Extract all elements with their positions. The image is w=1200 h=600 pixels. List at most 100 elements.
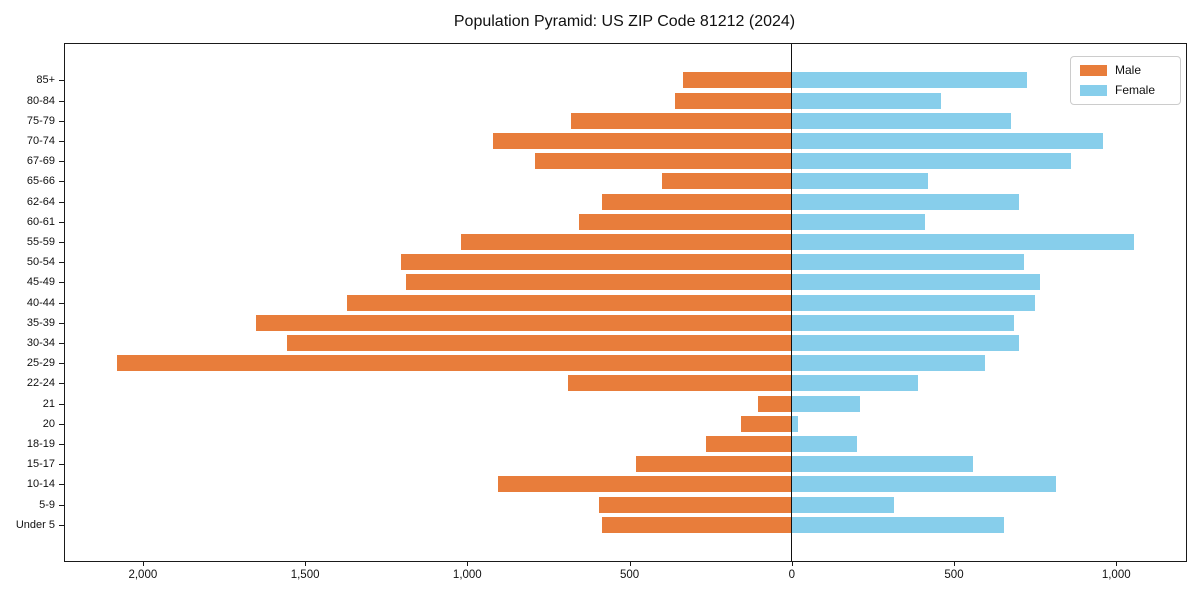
y-tick-label: 70-74 bbox=[26, 134, 55, 147]
male-bar-62-64 bbox=[601, 193, 792, 210]
female-bar-20 bbox=[791, 415, 799, 432]
female-bar-60-61 bbox=[791, 213, 925, 230]
y-tick-label: Under 5 bbox=[15, 518, 55, 531]
y-tick-label: 67-69 bbox=[26, 155, 55, 168]
male-bar-70-74 bbox=[493, 132, 792, 149]
male-bar-85+ bbox=[683, 72, 792, 89]
male-bar-55-59 bbox=[460, 233, 792, 250]
y-tick bbox=[59, 342, 64, 344]
x-tick-label: 1,000 bbox=[1101, 569, 1131, 581]
female-bar-22-24 bbox=[791, 375, 919, 392]
female-swatch-icon bbox=[1080, 85, 1107, 96]
y-tick-label: 45-49 bbox=[26, 276, 55, 289]
legend-label-female: Female bbox=[1115, 83, 1156, 97]
y-tick bbox=[59, 464, 64, 466]
female-bar-85+ bbox=[791, 72, 1027, 89]
male-bar-18-19 bbox=[705, 435, 792, 452]
x-tick-label: 1,000 bbox=[452, 569, 482, 581]
y-tick bbox=[59, 504, 64, 506]
male-bar-21 bbox=[757, 395, 792, 412]
legend-label-male: Male bbox=[1115, 63, 1142, 77]
y-tick bbox=[59, 484, 64, 486]
male-bar-60-61 bbox=[579, 213, 792, 230]
y-tick bbox=[59, 161, 64, 163]
y-tick bbox=[59, 383, 64, 385]
male-bar-67-69 bbox=[535, 153, 792, 170]
male-bar-25-29 bbox=[116, 355, 792, 372]
male-bar-5-9 bbox=[598, 496, 792, 513]
x-tick-label: 0 bbox=[788, 569, 795, 581]
female-bar-15-17 bbox=[791, 456, 974, 473]
x-tick bbox=[954, 561, 955, 566]
female-bar-65-66 bbox=[791, 173, 929, 190]
y-tick-label: 80-84 bbox=[26, 94, 55, 107]
y-tick bbox=[59, 201, 64, 203]
y-tick-label: 60-61 bbox=[26, 215, 55, 228]
y-tick-label: 18-19 bbox=[26, 437, 55, 450]
zero-axis-line bbox=[791, 44, 793, 561]
y-tick bbox=[59, 120, 64, 122]
female-bar-18-19 bbox=[791, 435, 857, 452]
y-tick bbox=[59, 423, 64, 425]
chart-title: Population Pyramid: US ZIP Code 81212 (2… bbox=[453, 13, 796, 30]
male-swatch-icon bbox=[1080, 65, 1107, 76]
y-tick bbox=[59, 181, 64, 183]
y-tick-label: 50-54 bbox=[26, 256, 55, 269]
y-tick-label: 5-9 bbox=[39, 498, 55, 511]
y-tick-label: 55-59 bbox=[26, 235, 55, 248]
x-tick bbox=[142, 561, 144, 566]
x-tick bbox=[1116, 561, 1118, 566]
female-bar-45-49 bbox=[791, 274, 1040, 291]
female-bar-30-34 bbox=[791, 334, 1019, 351]
female-bar-21 bbox=[791, 395, 860, 412]
female-bar-80-84 bbox=[791, 92, 942, 109]
y-tick bbox=[59, 80, 64, 82]
female-bar-62-64 bbox=[791, 193, 1019, 210]
y-tick-label: 15-17 bbox=[26, 458, 55, 471]
female-bar-55-59 bbox=[791, 233, 1135, 250]
x-tick bbox=[305, 561, 307, 566]
y-tick bbox=[59, 322, 64, 324]
male-bar-30-34 bbox=[287, 334, 792, 351]
x-tick-label: 2,000 bbox=[128, 569, 158, 581]
male-bar-20 bbox=[741, 415, 792, 432]
y-tick-label: 65-66 bbox=[26, 175, 55, 188]
plot-area: 85+ 80-84 75-79 70-74 67-69 65-66 62-64 60-61 55… bbox=[16, 43, 1187, 581]
male-bar-50-54 bbox=[400, 254, 792, 271]
y-tick bbox=[59, 262, 64, 264]
y-tick-label: 35-39 bbox=[26, 316, 55, 329]
y-tick-label: 85+ bbox=[36, 74, 55, 87]
x-tick-label: 500 bbox=[619, 569, 640, 581]
y-tick bbox=[59, 140, 64, 142]
x-tick-label: 1,500 bbox=[290, 569, 320, 581]
male-bar-22-24 bbox=[567, 375, 792, 392]
y-tick-label: 21 bbox=[42, 397, 55, 410]
female-bar-67-69 bbox=[791, 153, 1071, 170]
male-bar-80-84 bbox=[674, 92, 792, 109]
y-tick-label: 75-79 bbox=[26, 114, 55, 127]
y-tick bbox=[59, 100, 64, 102]
y-tick bbox=[59, 302, 64, 304]
legend: Male Female bbox=[1070, 56, 1181, 105]
y-tick-label: 22-24 bbox=[26, 377, 55, 390]
female-bar-10-14 bbox=[791, 476, 1057, 493]
y-tick bbox=[59, 282, 64, 284]
y-tick-label: 62-64 bbox=[26, 195, 55, 208]
male-bar-15-17 bbox=[636, 456, 792, 473]
y-tick-label: 10-14 bbox=[26, 478, 55, 491]
y-tick bbox=[59, 363, 64, 365]
y-tick bbox=[59, 524, 64, 526]
x-tick bbox=[629, 561, 631, 566]
female-bar-50-54 bbox=[791, 254, 1024, 271]
female-bar-75-79 bbox=[791, 112, 1011, 129]
legend-entry-male: Male bbox=[1080, 64, 1172, 77]
male-bar-65-66 bbox=[662, 173, 792, 190]
female-bar-5-9 bbox=[791, 496, 894, 513]
legend-entry-female: Female bbox=[1080, 84, 1172, 97]
x-tick-label: 500 bbox=[944, 569, 964, 581]
y-tick bbox=[59, 443, 64, 445]
male-bar-Under 5 bbox=[601, 516, 792, 533]
y-tick-label: 25-29 bbox=[26, 357, 55, 370]
y-tick bbox=[59, 403, 64, 405]
